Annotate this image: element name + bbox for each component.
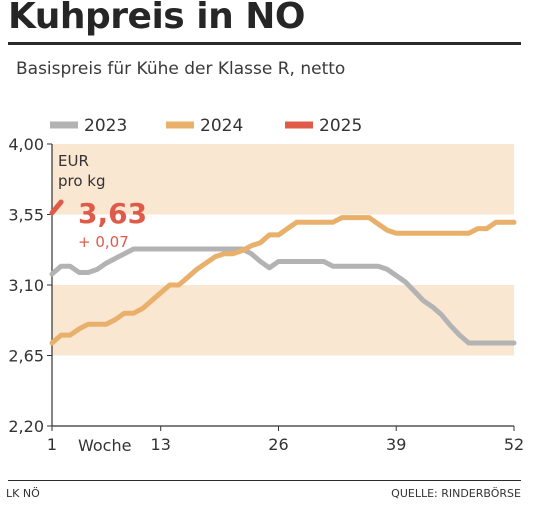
chart-legend: 2023 2024 2025	[50, 116, 362, 136]
unit-label-2: pro kg	[58, 172, 106, 190]
x-tick-label: 13	[151, 435, 171, 454]
legend-label-2025: 2025	[319, 116, 362, 136]
footer-credit: LK NÖ	[6, 487, 40, 500]
band-2	[52, 285, 514, 356]
series-lines	[49, 199, 517, 346]
x-tick-label: 1	[47, 435, 57, 454]
chart-annotations: EUR pro kg 3,63 + 0,07	[58, 152, 147, 251]
y-tick-label: 2,65	[8, 347, 44, 366]
series-line-2024	[49, 215, 517, 346]
x-tick-label: 26	[268, 435, 288, 454]
y-tick-label: 3,10	[8, 276, 44, 295]
series-line-2025	[49, 199, 64, 216]
y-tick-label: 2,20	[8, 417, 44, 436]
unit-label: EUR	[58, 152, 89, 170]
chart-subtitle: Basispreis für Kühe der Klasse R, netto	[16, 59, 346, 79]
legend-label-2024: 2024	[200, 116, 243, 136]
x-tick-label: 52	[504, 435, 524, 454]
legend-label-2023: 2023	[84, 116, 127, 136]
current-value-label: 3,63	[78, 197, 147, 230]
series-line-2023	[49, 246, 517, 346]
band-0	[52, 144, 514, 215]
y-tick-label: 3,55	[8, 206, 44, 225]
chart-axes: 4,00 3,55 3,10 2,65 2,201 13 26 39 52 Woche	[8, 135, 524, 455]
shaded-bands	[52, 144, 514, 356]
title-divider	[8, 42, 521, 45]
page-title: Kuhpreis in NÖ	[8, 0, 306, 37]
y-tick-label: 4,00	[8, 135, 44, 154]
footer-divider	[8, 480, 521, 481]
change-value-label: + 0,07	[78, 233, 129, 251]
footer-source: QUELLE: RINDERBÖRSE	[391, 487, 521, 500]
x-tick-label: 39	[386, 435, 406, 454]
x-axis-label: Woche	[78, 436, 131, 455]
